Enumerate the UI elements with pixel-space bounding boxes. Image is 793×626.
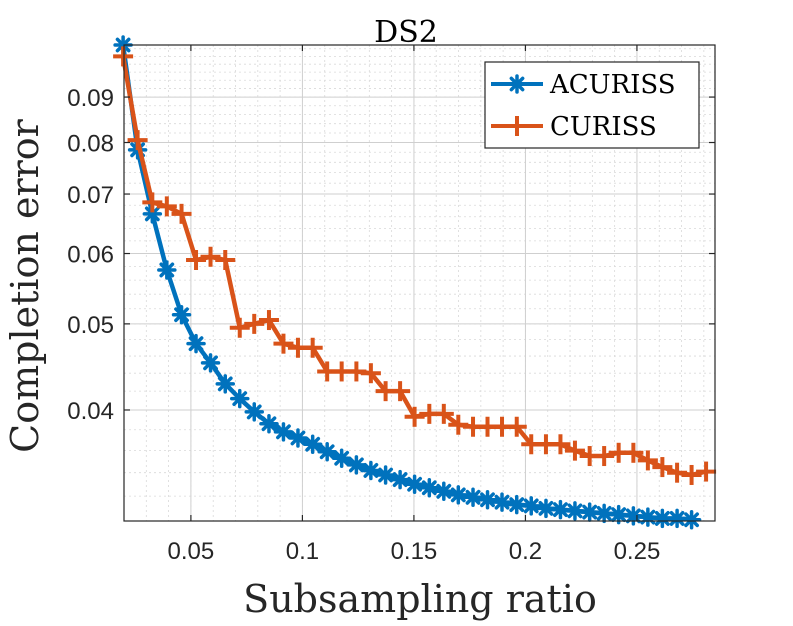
data-point-curiss: [127, 130, 148, 151]
y-tick-label: 0.05: [67, 312, 114, 339]
legend-label-curiss: CURISS: [550, 112, 657, 142]
axes-box: [123, 44, 716, 522]
data-point-curiss: [390, 381, 411, 402]
chart-title: DS2: [374, 15, 438, 50]
x-tick-label: 0.2: [509, 538, 542, 565]
y-axis-label: Completion error: [3, 118, 47, 453]
data-point-curiss: [564, 440, 585, 461]
y-tick-label: 0.08: [67, 131, 114, 158]
data-point-curiss: [637, 450, 658, 471]
tick-marks: [124, 45, 715, 521]
legend-marker-curiss: [507, 116, 527, 136]
data-point-curiss: [273, 333, 294, 354]
data-point-acuriss: [463, 487, 483, 508]
data-point-curiss: [652, 457, 673, 478]
x-tick-label: 0.1: [286, 538, 319, 565]
x-tick-label: 0.15: [391, 538, 438, 565]
x-tick-label: 0.25: [614, 538, 661, 565]
data-point-curiss: [142, 192, 163, 213]
data-point-acuriss: [536, 498, 556, 519]
x-tick-labels: 0.05 0.1 0.15 0.2 0.25: [168, 538, 661, 565]
data-point-curiss: [302, 337, 323, 358]
data-point-acuriss: [477, 489, 498, 510]
data-point-acuriss: [492, 492, 512, 512]
y-tick-label: 0.04: [67, 398, 114, 425]
data-point-acuriss: [186, 333, 206, 354]
data-point-curiss: [681, 464, 702, 485]
series-layer: [113, 35, 717, 530]
data-point-curiss: [506, 416, 527, 437]
data-point-acuriss: [229, 388, 250, 409]
data-point-acuriss: [200, 353, 221, 373]
legend-box: [484, 61, 700, 149]
data-point-acuriss: [608, 504, 629, 525]
data-point-acuriss: [244, 402, 264, 422]
data-point-acuriss: [259, 413, 279, 434]
data-point-curiss: [433, 403, 454, 424]
data-point-curiss: [113, 46, 134, 67]
y-tick-label: 0.06: [67, 242, 114, 269]
data-point-curiss: [623, 442, 644, 463]
data-point-acuriss: [317, 441, 337, 462]
data-point-acuriss: [215, 374, 236, 394]
data-point-acuriss: [448, 485, 469, 505]
data-point-acuriss: [404, 474, 425, 494]
data-point-acuriss: [565, 501, 585, 521]
data-point-curiss: [229, 317, 250, 338]
data-point-curiss: [171, 203, 192, 224]
data-point-curiss: [550, 434, 571, 455]
data-point-curiss: [404, 406, 425, 427]
data-point-curiss: [696, 461, 717, 482]
data-point-acuriss: [434, 481, 454, 502]
legend-marker-glyph: [507, 116, 527, 136]
data-point-acuriss: [579, 502, 600, 522]
x-axis-label: Subsampling ratio: [243, 577, 597, 621]
y-tick-label: 0.09: [67, 85, 114, 112]
data-point-acuriss: [157, 260, 177, 280]
legend-label-acuriss: ACURISS: [549, 70, 676, 100]
data-point-curiss: [244, 313, 265, 334]
data-point-acuriss: [171, 304, 192, 325]
data-point-acuriss: [288, 428, 308, 448]
data-point-acuriss: [550, 499, 571, 520]
data-point-acuriss: [273, 422, 294, 442]
legend-marker-glyph: [507, 74, 527, 94]
data-point-curiss: [667, 462, 688, 483]
series-acuriss: [113, 35, 702, 530]
data-point-curiss: [215, 250, 236, 271]
x-tick-label: 0.05: [168, 538, 215, 565]
data-point-acuriss: [302, 434, 323, 455]
data-point-curiss: [200, 246, 221, 267]
data-point-curiss: [448, 414, 469, 435]
data-point-curiss: [258, 310, 279, 331]
data-point-curiss: [186, 250, 207, 271]
legend-marker-acuriss: [507, 74, 527, 94]
legend: ACURISS CURISS: [484, 61, 700, 149]
data-point-acuriss: [419, 477, 440, 498]
data-point-acuriss: [506, 494, 527, 515]
data-point-curiss: [360, 363, 381, 384]
data-point-acuriss: [331, 448, 352, 468]
data-point-acuriss: [594, 503, 614, 524]
y-tick-labels: 0.04 0.05 0.06 0.07 0.08 0.09: [67, 85, 114, 425]
data-point-acuriss: [346, 455, 367, 475]
data-point-acuriss: [361, 460, 381, 481]
data-point-acuriss: [390, 469, 410, 490]
data-point-curiss: [594, 446, 615, 467]
y-tick-label: 0.07: [67, 182, 114, 209]
data-point-acuriss: [521, 496, 541, 516]
data-point-curiss: [156, 196, 177, 217]
series-curiss: [113, 46, 717, 485]
data-point-acuriss: [375, 465, 396, 485]
data-point-acuriss: [681, 509, 702, 530]
